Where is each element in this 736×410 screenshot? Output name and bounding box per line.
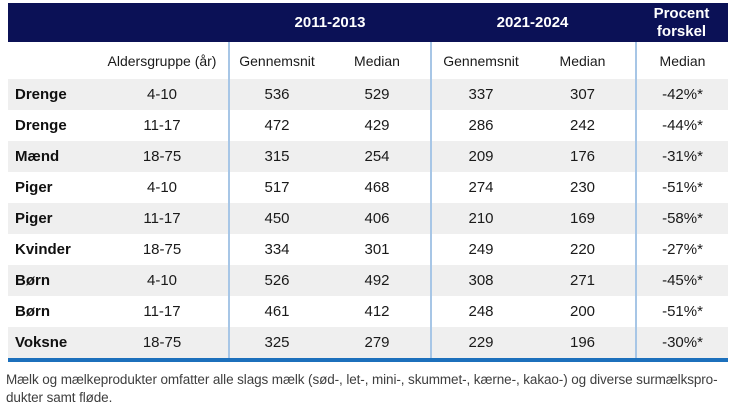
cell-median-2021-2024: 200	[530, 296, 636, 327]
cell-gennemsnit-2011-2013: 461	[228, 296, 324, 327]
cell-gennemsnit-2011-2013: 517	[228, 172, 324, 203]
cell-gennemsnit-2011-2013: 334	[228, 234, 324, 265]
cell-age-group: 11-17	[96, 296, 228, 327]
cell-gennemsnit-2011-2013: 325	[228, 327, 324, 358]
cell-gennemsnit-2021-2024: 209	[430, 141, 530, 172]
cell-age-group: 11-17	[96, 110, 228, 141]
cell-median-2021-2024: 196	[530, 327, 636, 358]
cell-median-2021-2024: 169	[530, 203, 636, 234]
cell-age-group: 11-17	[96, 203, 228, 234]
cell-procent-forskel: -42%*	[635, 79, 729, 110]
sub-header-median-2021-2024: Median	[530, 42, 636, 79]
data-table: 2011-2013 2021-2024 Procent forskel Alde…	[8, 3, 729, 358]
period-header-row: 2011-2013 2021-2024 Procent forskel	[8, 3, 729, 42]
cell-median-2021-2024: 307	[530, 79, 636, 110]
sub-header-row: Aldersgruppe (år) Gennemsnit Median Genn…	[8, 42, 729, 79]
cell-median-2021-2024: 176	[530, 141, 636, 172]
table-row: Mænd 18-75 315 254 209 176 -31%*	[8, 141, 729, 172]
cell-median-2011-2013: 406	[324, 203, 430, 234]
sub-header-empty	[8, 42, 96, 79]
cell-procent-forskel: -31%*	[635, 141, 729, 172]
cell-age-group: 18-75	[96, 234, 228, 265]
table-row: Piger 11-17 450 406 210 169 -58%*	[8, 203, 729, 234]
cell-procent-forskel: -51%*	[635, 296, 729, 327]
header-procent-forskel: Procent forskel	[635, 3, 729, 42]
cell-median-2011-2013: 412	[324, 296, 430, 327]
header-spacer	[8, 3, 228, 42]
header-period-2011-2013: 2011-2013	[228, 3, 430, 42]
cell-age-group: 4-10	[96, 172, 228, 203]
cell-gennemsnit-2021-2024: 249	[430, 234, 530, 265]
table-row: Børn 11-17 461 412 248 200 -51%*	[8, 296, 729, 327]
cell-median-2011-2013: 429	[324, 110, 430, 141]
footnote-line-2: dukter samt fløde.	[6, 390, 113, 405]
cell-procent-forskel: -44%*	[635, 110, 729, 141]
cell-procent-forskel: -27%*	[635, 234, 729, 265]
cell-gennemsnit-2021-2024: 308	[430, 265, 530, 296]
cell-median-2011-2013: 301	[324, 234, 430, 265]
sub-header-gennemsnit-2021-2024: Gennemsnit	[430, 42, 530, 79]
cell-gennemsnit-2011-2013: 450	[228, 203, 324, 234]
milk-consumption-table: 2011-2013 2021-2024 Procent forskel Alde…	[8, 3, 729, 362]
cell-procent-forskel: -45%*	[635, 265, 729, 296]
cell-median-2021-2024: 220	[530, 234, 636, 265]
cell-gennemsnit-2021-2024: 286	[430, 110, 530, 141]
cell-procent-forskel: -51%*	[635, 172, 729, 203]
row-group-label: Mænd	[8, 141, 96, 172]
cell-gennemsnit-2011-2013: 536	[228, 79, 324, 110]
table-row: Drenge 4-10 536 529 337 307 -42%*	[8, 79, 729, 110]
footnote-line-1: Mælk og mælkeprodukter omfatter alle sla…	[6, 372, 718, 387]
table-row: Voksne 18-75 325 279 229 196 -30%*	[8, 327, 729, 358]
row-group-label: Piger	[8, 203, 96, 234]
table-row: Børn 4-10 526 492 308 271 -45%*	[8, 265, 729, 296]
row-group-label: Børn	[8, 296, 96, 327]
cell-gennemsnit-2021-2024: 210	[430, 203, 530, 234]
header-period-2021-2024: 2021-2024	[430, 3, 636, 42]
row-group-label: Drenge	[8, 110, 96, 141]
sub-header-median-diff: Median	[635, 42, 729, 79]
footnote: Mælk og mælkeprodukter omfatter alle sla…	[6, 371, 732, 407]
table-row: Drenge 11-17 472 429 286 242 -44%*	[8, 110, 729, 141]
cell-median-2011-2013: 254	[324, 141, 430, 172]
cell-median-2011-2013: 529	[324, 79, 430, 110]
row-group-label: Drenge	[8, 79, 96, 110]
cell-gennemsnit-2011-2013: 472	[228, 110, 324, 141]
sub-header-age-group: Aldersgruppe (år)	[96, 42, 228, 79]
row-group-label: Piger	[8, 172, 96, 203]
cell-median-2011-2013: 492	[324, 265, 430, 296]
cell-gennemsnit-2011-2013: 315	[228, 141, 324, 172]
cell-gennemsnit-2021-2024: 248	[430, 296, 530, 327]
cell-gennemsnit-2011-2013: 526	[228, 265, 324, 296]
cell-median-2021-2024: 230	[530, 172, 636, 203]
cell-procent-forskel: -30%*	[635, 327, 729, 358]
sub-header-gennemsnit-2011-2013: Gennemsnit	[228, 42, 324, 79]
row-group-label: Kvinder	[8, 234, 96, 265]
cell-age-group: 18-75	[96, 141, 228, 172]
table-row: Kvinder 18-75 334 301 249 220 -27%*	[8, 234, 729, 265]
sub-header-median-2011-2013: Median	[324, 42, 430, 79]
table-row: Piger 4-10 517 468 274 230 -51%*	[8, 172, 729, 203]
table-body: Drenge 4-10 536 529 337 307 -42%* Drenge 11-17 47…	[8, 79, 729, 358]
cell-procent-forskel: -58%*	[635, 203, 729, 234]
cell-age-group: 18-75	[96, 327, 228, 358]
row-group-label: Børn	[8, 265, 96, 296]
cell-median-2021-2024: 242	[530, 110, 636, 141]
cell-age-group: 4-10	[96, 79, 228, 110]
row-group-label: Voksne	[8, 327, 96, 358]
cell-median-2011-2013: 279	[324, 327, 430, 358]
cell-gennemsnit-2021-2024: 274	[430, 172, 530, 203]
cell-age-group: 4-10	[96, 265, 228, 296]
cell-gennemsnit-2021-2024: 229	[430, 327, 530, 358]
cell-median-2021-2024: 271	[530, 265, 636, 296]
cell-gennemsnit-2021-2024: 337	[430, 79, 530, 110]
cell-median-2011-2013: 468	[324, 172, 430, 203]
table-bottom-rule	[8, 358, 728, 362]
